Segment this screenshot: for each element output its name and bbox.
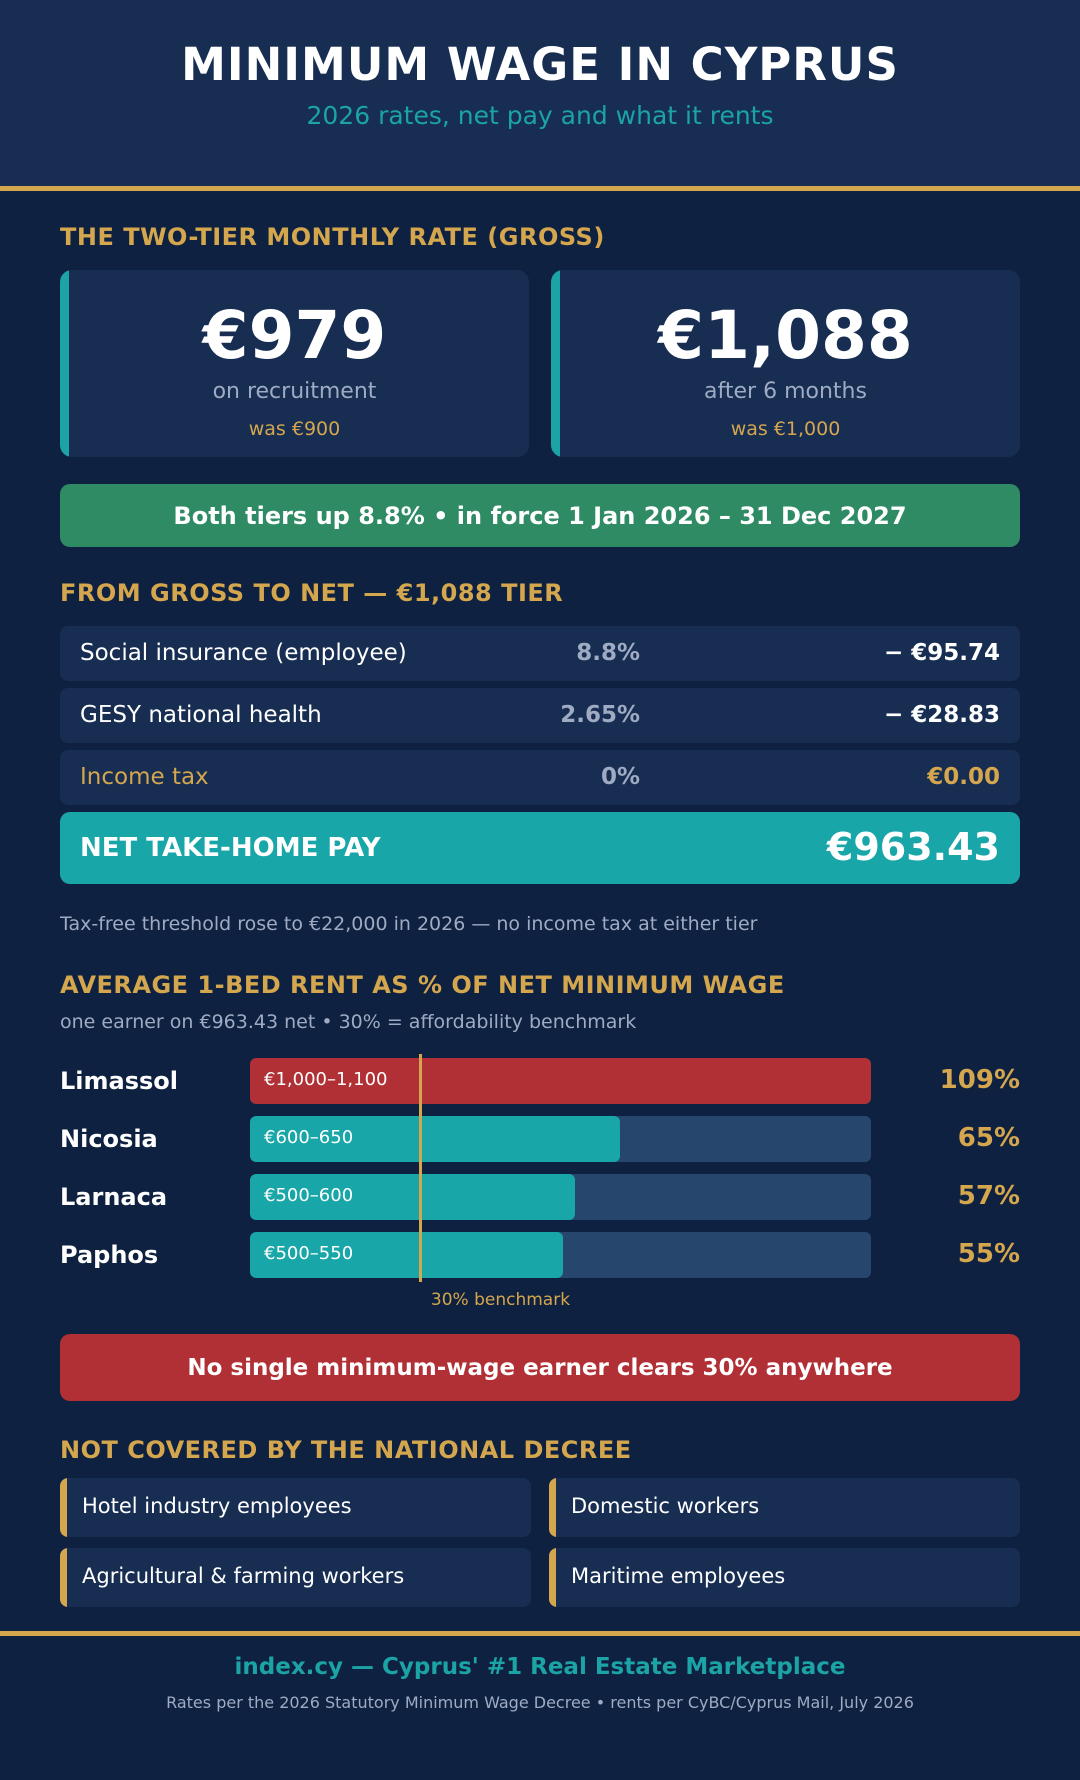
exclusion-label: Hotel industry employees	[82, 1494, 352, 1518]
rent-range-label: €1,000–1,100	[264, 1069, 388, 1090]
rent-heading: AVERAGE 1-BED RENT AS % OF NET MINIMUM W…	[60, 971, 785, 999]
deduction-label: Social insurance (employee)	[80, 640, 407, 666]
footer-divider	[0, 1631, 1080, 1636]
net-heading: FROM GROSS TO NET — €1,088 TIER	[60, 579, 564, 607]
deduction-label: Income tax	[80, 764, 209, 790]
exclusion-accent	[60, 1548, 67, 1607]
deduction-amount: − €28.83	[883, 702, 1000, 728]
rent-range-label: €500–600	[264, 1185, 354, 1206]
page-title: MINIMUM WAGE IN CYPRUS	[181, 38, 899, 91]
rent-range-label: €600–650	[264, 1127, 354, 1148]
rent-percent-label: 57%	[957, 1181, 1020, 1211]
exclusion-label: Domestic workers	[571, 1494, 760, 1518]
benchmark-line	[419, 1054, 423, 1282]
deduction-rate: 0%	[600, 764, 640, 790]
city-label: Limassol	[60, 1067, 179, 1095]
benchmark-label: 30% benchmark	[430, 1290, 571, 1310]
exclusion-accent	[549, 1478, 556, 1537]
affordability-banner: No single minimum-wage earner clears 30%…	[60, 1334, 1020, 1401]
exclusion-accent	[60, 1478, 67, 1537]
city-label: Larnaca	[60, 1183, 168, 1211]
city-label: Paphos	[60, 1241, 159, 1269]
deduction-amount: €0.00	[927, 764, 1000, 790]
tier-amount: €979	[202, 297, 387, 374]
rent-bar	[250, 1232, 564, 1278]
footer-source: Rates per the 2026 Statutory Minimum Wag…	[166, 1693, 914, 1712]
increase-banner: Both tiers up 8.8% • in force 1 Jan 2026…	[60, 484, 1020, 547]
deduction-row-social-insurance: Social insurance (employee) 8.8% − €95.7…	[60, 626, 1020, 681]
tier-amount: €1,088	[658, 297, 913, 374]
deduction-row-income-tax: Income tax 0% €0.00	[60, 750, 1020, 805]
tier-previous: was €1,000	[730, 418, 841, 440]
tiers-heading: THE TWO-TIER MONTHLY RATE (GROSS)	[60, 223, 605, 251]
bar-track: €1,000–1,100	[250, 1058, 871, 1104]
exclusions-heading: NOT COVERED BY THE NATIONAL DECREE	[60, 1436, 632, 1464]
net-pay-row: NET TAKE-HOME PAY €963.43	[60, 812, 1020, 884]
net-pay-amount: €963.43	[826, 825, 1000, 869]
tier-card-accent	[551, 270, 560, 457]
header-divider	[0, 186, 1080, 191]
exclusion-label: Maritime employees	[571, 1564, 786, 1588]
header: MINIMUM WAGE IN CYPRUS 2026 rates, net p…	[0, 0, 1080, 186]
tier-card-accent	[60, 270, 69, 457]
rent-subheading: one earner on €963.43 net • 30% = afford…	[60, 1011, 637, 1033]
deduction-rate: 2.65%	[560, 702, 640, 728]
rent-percent-label: 109%	[939, 1065, 1020, 1095]
tier-card-six-months: €1,088 after 6 months was €1,000	[551, 270, 1020, 457]
page-subtitle: 2026 rates, net pay and what it rents	[306, 101, 774, 130]
bar-track: €500–600	[250, 1174, 871, 1220]
exclusion-item: Agricultural & farming workers	[60, 1548, 531, 1607]
deduction-amount: − €95.74	[883, 640, 1000, 666]
bar-track: €500–550	[250, 1232, 871, 1278]
rent-bar	[250, 1116, 621, 1162]
deduction-row-gesy: GESY national health 2.65% − €28.83	[60, 688, 1020, 743]
deduction-label: GESY national health	[80, 702, 322, 728]
rent-percent-label: 65%	[957, 1123, 1020, 1153]
rent-percent-label: 55%	[957, 1239, 1020, 1269]
net-pay-label: NET TAKE-HOME PAY	[80, 833, 381, 863]
exclusion-item: Maritime employees	[549, 1548, 1020, 1607]
rent-bar	[250, 1058, 871, 1104]
footer-brand: index.cy — Cyprus' #1 Real Estate Market…	[234, 1654, 846, 1680]
tax-threshold-note: Tax-free threshold rose to €22,000 in 20…	[60, 913, 758, 935]
tier-description: on recruitment	[212, 379, 377, 404]
exclusion-accent	[549, 1548, 556, 1607]
exclusion-item: Domestic workers	[549, 1478, 1020, 1537]
tier-description: after 6 months	[704, 379, 867, 404]
tier-previous: was €900	[248, 418, 341, 440]
rent-range-label: €500–550	[264, 1243, 354, 1264]
exclusion-label: Agricultural & farming workers	[82, 1564, 405, 1588]
deduction-rate: 8.8%	[576, 640, 640, 666]
exclusion-item: Hotel industry employees	[60, 1478, 531, 1537]
bar-track: €600–650	[250, 1116, 871, 1162]
rent-bar	[250, 1174, 575, 1220]
tier-card-recruitment: €979 on recruitment was €900	[60, 270, 529, 457]
city-label: Nicosia	[60, 1125, 158, 1153]
